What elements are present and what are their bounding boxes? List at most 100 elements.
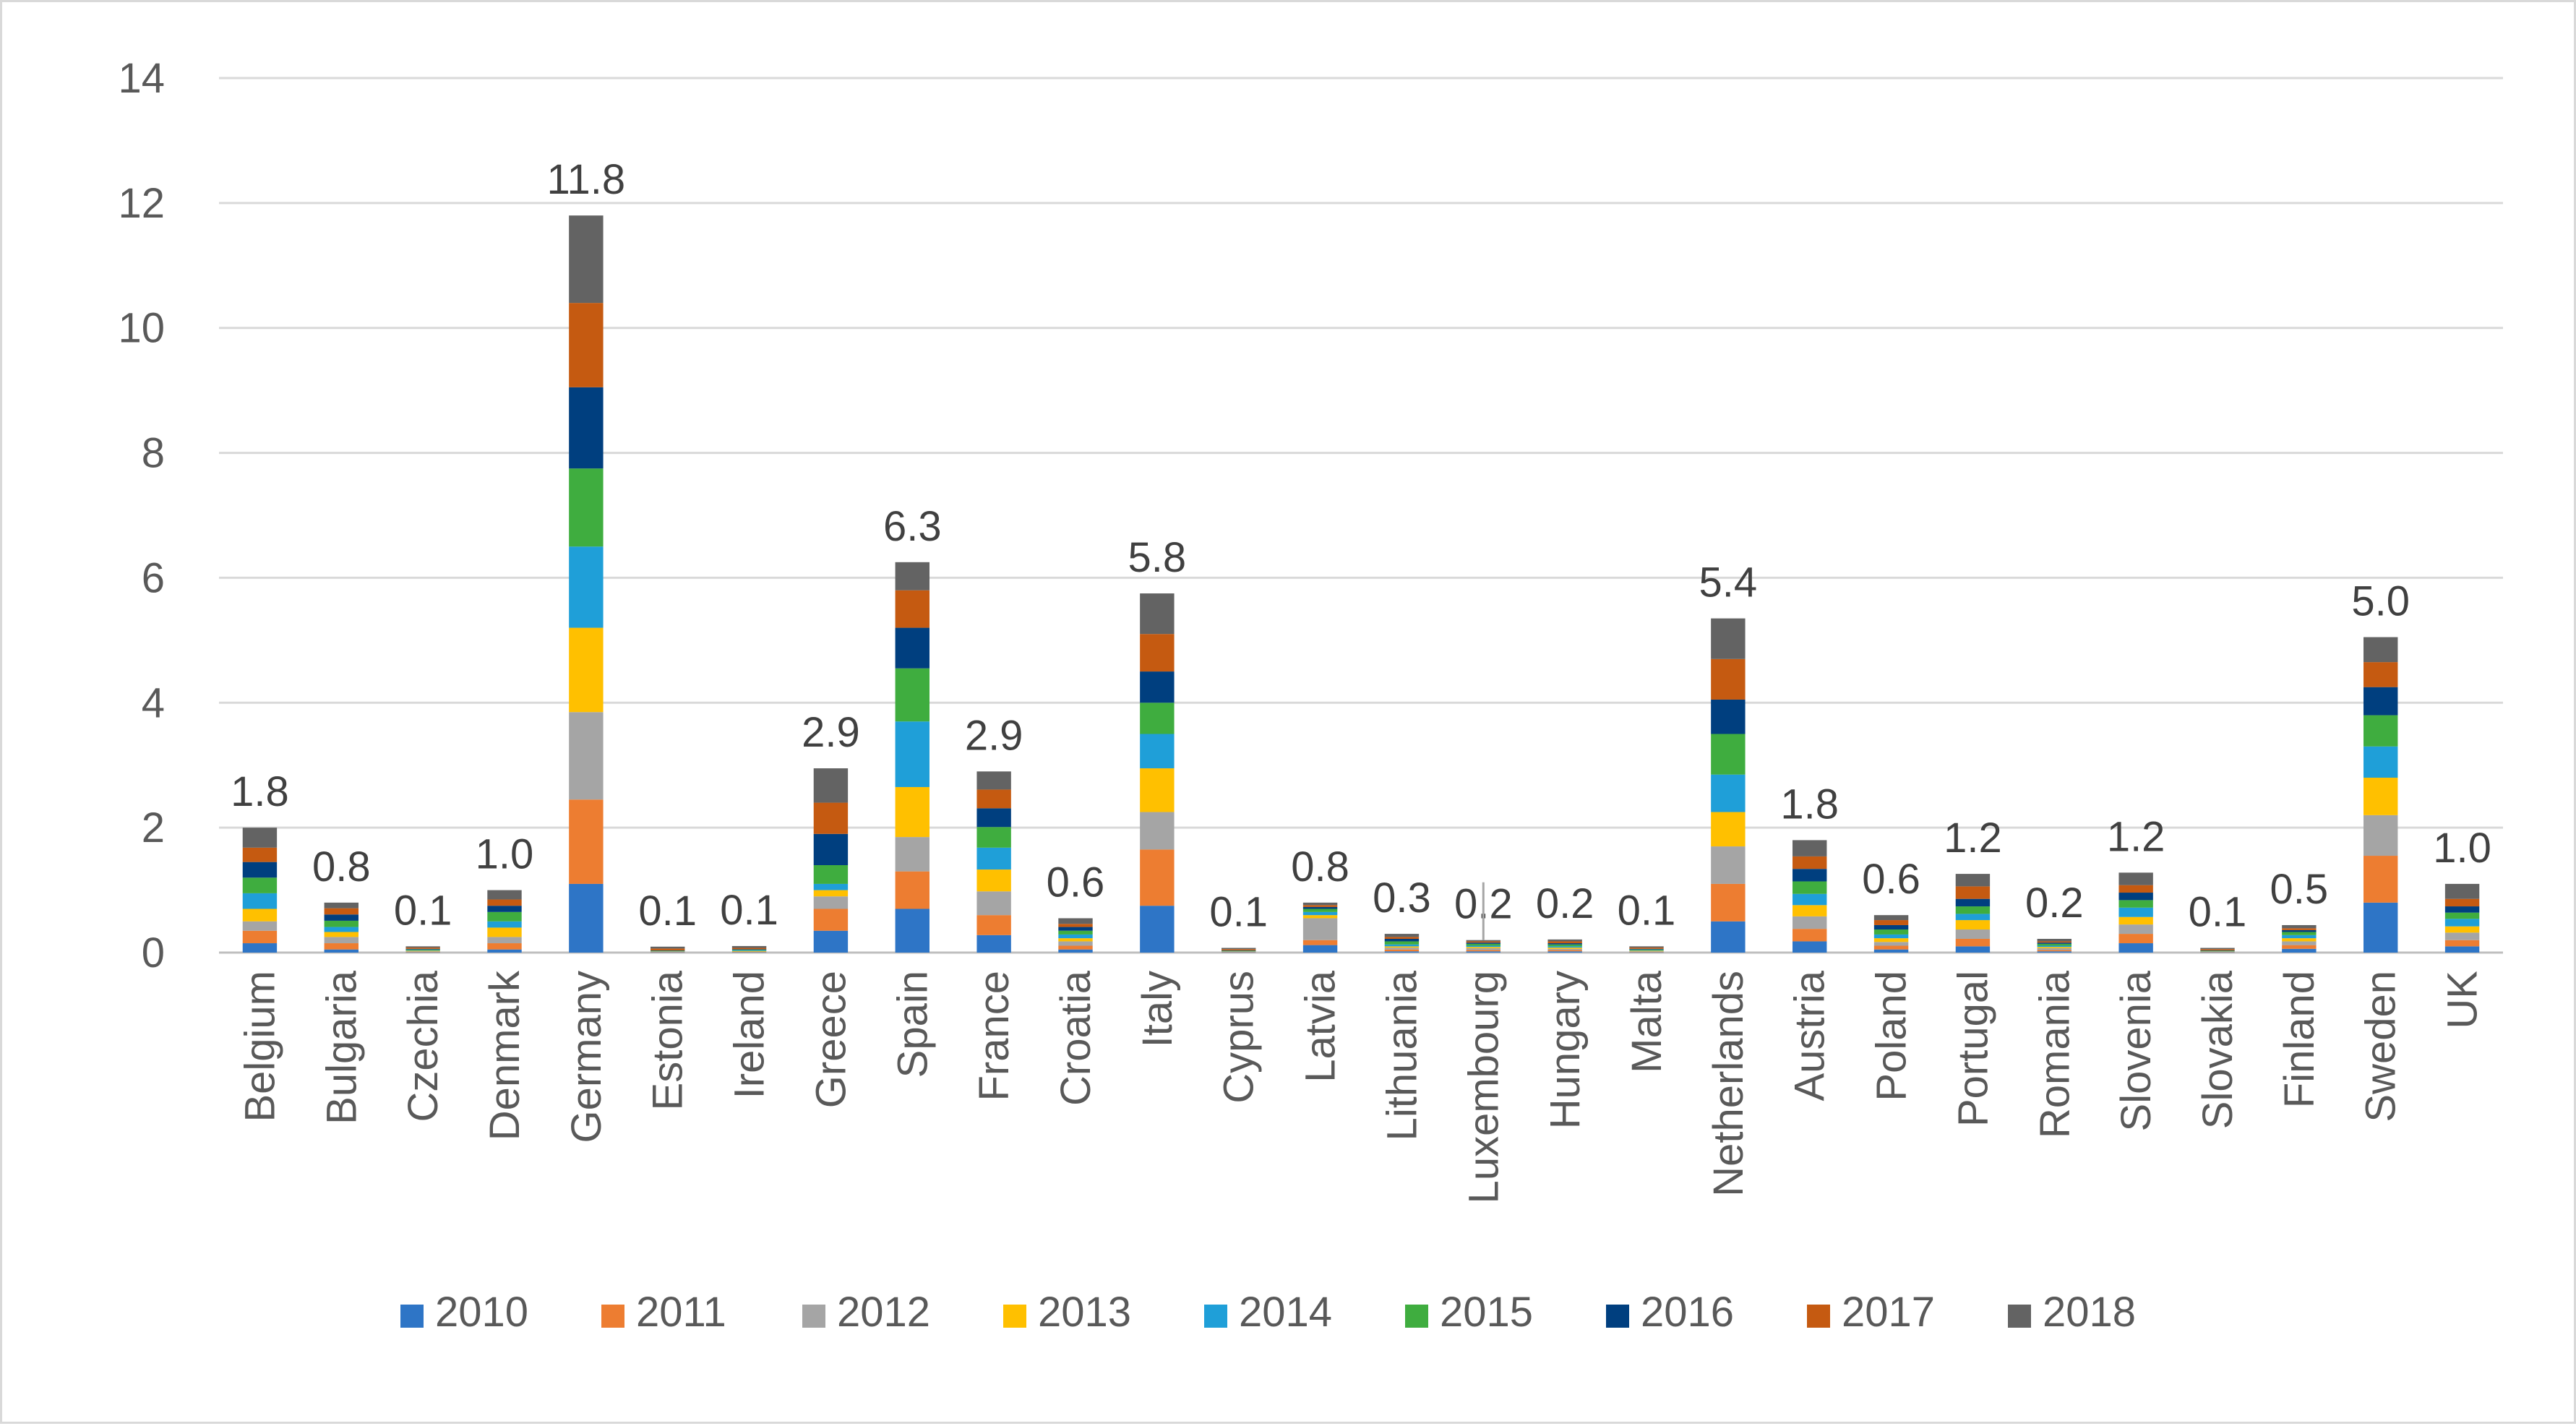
bar-segment-greece-2016 <box>813 833 849 865</box>
bar-segment-uk-2017 <box>2444 898 2480 907</box>
bar-segment-greece-2013 <box>813 890 849 897</box>
bar-segment-cyprus-2012 <box>1222 951 1256 953</box>
bar-segment-poland-2014 <box>1873 934 1909 939</box>
x-tick-label-portugal: Portugal <box>1949 971 1996 1127</box>
bar-segment-netherlands-2011 <box>1711 883 1746 922</box>
bar-segment-romania-2014 <box>2037 945 2071 948</box>
x-tick-label-slovakia: Slovakia <box>2194 970 2241 1129</box>
bar-segment-hungary-2014 <box>1547 946 1582 948</box>
legend-swatch-2016 <box>1606 1305 1629 1328</box>
x-tick-label-poland: Poland <box>1868 971 1915 1101</box>
y-tick-label: 0 <box>142 929 165 976</box>
bar-segment-bulgaria-2016 <box>324 914 359 921</box>
bar-segment-greece-2014 <box>813 883 849 890</box>
bar-segment-romania-2017 <box>2037 941 2071 943</box>
bar-segment-croatia-2015 <box>1058 930 1093 935</box>
x-tick-label-france: France <box>971 971 1018 1101</box>
total-label-italy: 5.8 <box>1128 534 1187 581</box>
legend-label-2010: 2010 <box>435 1289 528 1336</box>
bar-segment-slovenia-2013 <box>2118 916 2153 925</box>
bar-segment-spain-2018 <box>895 562 929 590</box>
bar-segment-lithuania-2013 <box>1384 946 1420 948</box>
bar-segment-malta-2017 <box>1629 948 1664 949</box>
bar-segment-greece-2011 <box>813 909 849 931</box>
bar-segment-spain-2010 <box>895 909 929 953</box>
bar-segment-portugal-2013 <box>1955 920 1991 930</box>
x-tick-label-slovenia: Slovenia <box>2113 970 2160 1131</box>
total-label-slovakia: 0.1 <box>2189 889 2247 936</box>
bar-segment-netherlands-2010 <box>1711 921 1746 953</box>
bar-segment-germany-2016 <box>569 387 604 469</box>
total-label-slovenia: 1.2 <box>2107 813 2165 860</box>
bar-segment-estonia-2016 <box>651 950 685 951</box>
x-tick-label-malta: Malta <box>1623 970 1670 1073</box>
bar-segment-cyprus-2018 <box>1222 948 1256 950</box>
bar-segment-denmark-2015 <box>487 911 522 922</box>
total-label-hungary: 0.2 <box>1536 880 1594 927</box>
total-label-portugal: 1.2 <box>1944 815 2002 862</box>
total-label-sweden: 5.0 <box>2351 578 2410 625</box>
bar-segment-malta-2012 <box>1629 951 1664 953</box>
bar-segment-bulgaria-2013 <box>324 932 359 937</box>
bar-segment-croatia-2010 <box>1058 949 1093 953</box>
bar-segment-ireland-2011 <box>731 952 767 953</box>
legend-label-2016: 2016 <box>1641 1289 1734 1336</box>
bar-segment-italy-2014 <box>1140 734 1175 769</box>
bar-segment-netherlands-2012 <box>1711 846 1746 884</box>
bar-segment-germany-2011 <box>569 799 604 884</box>
bar-segment-belgium-2013 <box>242 909 278 922</box>
bar-segment-romania-2011 <box>2037 950 2071 952</box>
x-tick-label-cyprus: Cyprus <box>1216 971 1263 1104</box>
bar-segment-romania-2016 <box>2037 942 2071 944</box>
bar-segment-croatia-2014 <box>1058 934 1093 939</box>
bar-segment-france-2016 <box>976 808 1011 828</box>
bar-segment-slovakia-2016 <box>2200 950 2235 951</box>
bar-segment-latvia-2013 <box>1302 915 1338 919</box>
bar-segment-denmark-2012 <box>487 937 522 944</box>
bar-segment-ireland-2014 <box>731 950 767 951</box>
bar-segment-uk-2012 <box>2444 932 2480 940</box>
bar-segment-sweden-2014 <box>2364 746 2398 778</box>
bar-segment-sweden-2018 <box>2364 637 2398 663</box>
bar-segment-slovenia-2011 <box>2118 934 2153 944</box>
bar-segment-denmark-2013 <box>487 927 522 937</box>
bar-segment-poland-2011 <box>1873 945 1909 950</box>
bar-segment-ireland-2018 <box>731 945 767 948</box>
bar-segment-luxembourg-2016 <box>1466 942 1500 944</box>
bar-segment-luxembourg-2015 <box>1466 943 1500 946</box>
bar-segment-lithuania-2018 <box>1384 934 1420 937</box>
legend-label-2014: 2014 <box>1239 1289 1332 1336</box>
bar-segment-lithuania-2017 <box>1384 937 1420 939</box>
x-tick-label-lithuania: Lithuania <box>1378 970 1425 1141</box>
bar-segment-luxembourg-2018 <box>1466 940 1500 942</box>
bar-segment-portugal-2014 <box>1955 914 1991 921</box>
bar-segment-poland-2010 <box>1873 949 1909 953</box>
total-label-romania: 0.2 <box>2025 880 2084 927</box>
bar-segment-bulgaria-2015 <box>324 920 359 927</box>
bar-segment-italy-2015 <box>1140 703 1175 734</box>
bar-segment-ireland-2016 <box>731 949 767 950</box>
legend: 2010 2011 2012 2013 2014 2015 2016 2017 2018 <box>400 1289 2136 1336</box>
bar-segment-germany-2017 <box>569 303 604 387</box>
bar-segment-bulgaria-2010 <box>324 949 359 953</box>
bar-segment-finland-2016 <box>2282 929 2317 932</box>
bar-segment-portugal-2012 <box>1955 929 1991 939</box>
bar-segment-lithuania-2015 <box>1384 941 1420 945</box>
x-tick-label-italy: Italy <box>1134 971 1181 1047</box>
bar-segment-greece-2010 <box>813 930 849 953</box>
bar-segment-austria-2013 <box>1793 905 1827 916</box>
legend-swatch-2010 <box>400 1305 424 1328</box>
bar-segment-france-2013 <box>976 869 1011 892</box>
bar-segment-slovenia-2015 <box>2118 900 2153 908</box>
bar-segment-cyprus-2015 <box>1222 950 1256 951</box>
legend-label-2013: 2013 <box>1038 1289 1131 1336</box>
total-label-uk: 1.0 <box>2433 825 2491 872</box>
bar-segment-greece-2018 <box>813 768 849 803</box>
bar-segment-slovakia-2018 <box>2200 948 2235 950</box>
bar-segment-romania-2010 <box>2037 951 2071 953</box>
bar-segment-finland-2018 <box>2282 924 2317 929</box>
total-label-belgium: 1.8 <box>231 768 289 815</box>
bar-segment-slovakia-2017 <box>2200 949 2235 950</box>
bar-segment-finland-2017 <box>2282 928 2317 930</box>
x-tick-label-czechia: Czechia <box>400 970 447 1122</box>
